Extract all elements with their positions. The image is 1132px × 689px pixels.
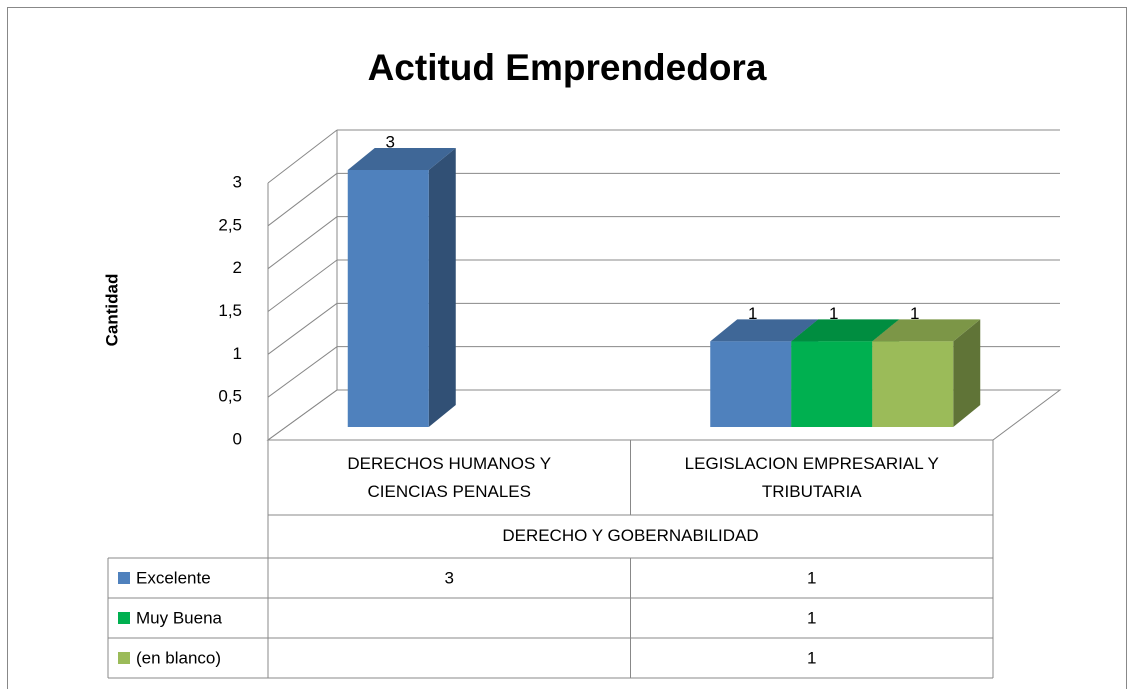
y-tick-label: 2 <box>233 258 242 277</box>
grid-line <box>267 216 338 270</box>
y-tick-label: 0,5 <box>218 387 242 406</box>
y-tick-label: 3 <box>233 172 242 191</box>
chart-title: Actitud Emprendedora <box>368 47 767 88</box>
y-tick-label: 2,5 <box>218 215 242 234</box>
bar-top <box>347 148 456 170</box>
data-label: 3 <box>386 132 395 151</box>
grid-line <box>267 302 338 355</box>
bar <box>710 341 792 427</box>
bar <box>791 341 873 427</box>
table-value: 1 <box>807 568 816 587</box>
y-tick-label: 1,5 <box>218 301 242 320</box>
legend-swatch <box>118 652 130 664</box>
bar-side <box>953 319 981 427</box>
grid-line <box>267 259 338 312</box>
y-axis-label: Cantidad <box>102 274 121 347</box>
grid-line <box>267 129 338 184</box>
legend-swatch <box>118 572 130 584</box>
bar <box>872 341 954 427</box>
legend-label: (en blanco) <box>136 648 221 667</box>
table-value: 1 <box>807 608 816 627</box>
data-label: 1 <box>910 304 919 323</box>
category-group-label: DERECHO Y GOBERNABILIDAD <box>502 526 759 545</box>
y-tick-label: 0 <box>233 429 242 448</box>
bar-top <box>872 319 981 342</box>
category-label: DERECHOS HUMANOS Y CIENCIAS PENALES <box>347 454 552 501</box>
y-tick-label: 1 <box>233 344 242 363</box>
data-label: 1 <box>748 304 757 323</box>
legend-label: Excelente <box>136 568 211 587</box>
legend-label: Muy Buena <box>136 608 223 627</box>
category-label: LEGISLACION EMPRESARIAL Y TRIBUTARIA <box>684 454 939 501</box>
table-value: 1 <box>807 648 816 667</box>
data-label: 1 <box>829 304 838 323</box>
grid-line <box>267 389 338 441</box>
grid-line <box>267 172 338 227</box>
table-value: 3 <box>445 568 454 587</box>
bar-top <box>710 319 819 342</box>
bar-top <box>791 319 900 342</box>
bar <box>347 170 429 427</box>
legend-swatch <box>118 612 130 624</box>
bar-side <box>428 148 456 427</box>
grid-line <box>267 346 338 398</box>
